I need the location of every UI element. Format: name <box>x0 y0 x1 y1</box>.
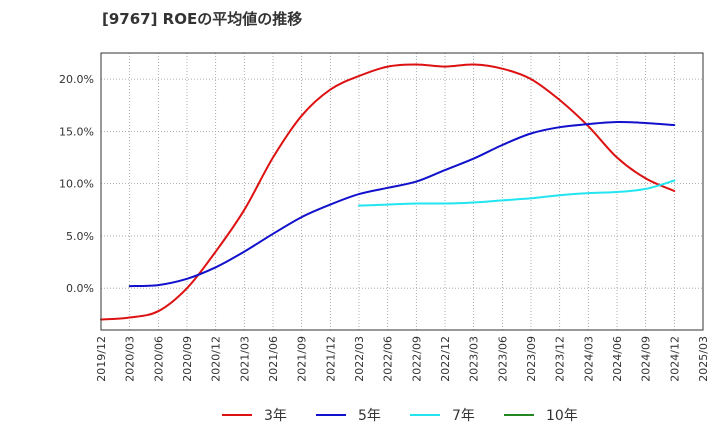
plot-frame <box>100 52 704 331</box>
x-tick-label: 2022/12 <box>439 336 452 382</box>
x-tick-label: 2025/03 <box>697 336 710 382</box>
x-tick-label: 2024/06 <box>611 336 624 382</box>
x-tick-label: 2023/06 <box>496 336 509 382</box>
x-tick-label: 2020/03 <box>124 336 137 382</box>
x-tick-label: 2023/12 <box>554 336 567 382</box>
x-tick-label: 2020/09 <box>181 336 194 382</box>
x-tick-label: 2023/03 <box>468 336 481 382</box>
grid-layer <box>101 53 703 330</box>
x-tick-label: 2023/09 <box>525 336 538 382</box>
y-axis-ticks: 0.0% 5.0% 10.0% 15.0% 20.0% <box>59 73 94 295</box>
legend-label: 3年 <box>264 408 287 424</box>
series-line-7年 <box>358 179 676 207</box>
x-tick-label: 2024/12 <box>668 336 681 382</box>
x-tick-label: 2019/12 <box>95 336 108 382</box>
legend-label: 5年 <box>358 408 381 424</box>
y-tick-label: 20.0% <box>59 73 94 86</box>
x-tick-label: 2024/09 <box>640 336 653 382</box>
y-tick-label: 10.0% <box>59 178 94 191</box>
x-tick-label: 2021/12 <box>324 336 337 382</box>
series-line-3年 <box>100 63 676 321</box>
y-tick-label: 5.0% <box>66 230 94 243</box>
x-tick-label: 2021/06 <box>267 336 280 382</box>
x-tick-label: 2020/06 <box>152 336 165 382</box>
series-line-5年 <box>128 120 676 288</box>
y-tick-label: 0.0% <box>66 282 94 295</box>
x-tick-label: 2022/06 <box>382 336 395 382</box>
chart-title: [9767] ROEの平均値の推移 <box>102 10 303 28</box>
x-tick-label: 2022/03 <box>353 336 366 382</box>
x-tick-label: 2022/09 <box>410 336 423 382</box>
legend: 3年 5年 7年 10年 <box>222 408 578 424</box>
x-axis-ticks: 2019/12 2020/03 2020/06 2020/09 2020/12 2021/… <box>95 336 710 382</box>
x-tick-label: 2020/12 <box>210 336 223 382</box>
legend-label: 10年 <box>546 408 578 424</box>
legend-label: 7年 <box>452 408 475 424</box>
y-tick-label: 15.0% <box>59 125 94 138</box>
series-layer <box>100 63 676 321</box>
x-tick-label: 2021/03 <box>238 336 251 382</box>
x-tick-label: 2024/03 <box>582 336 595 382</box>
x-tick-label: 2021/09 <box>296 336 309 382</box>
